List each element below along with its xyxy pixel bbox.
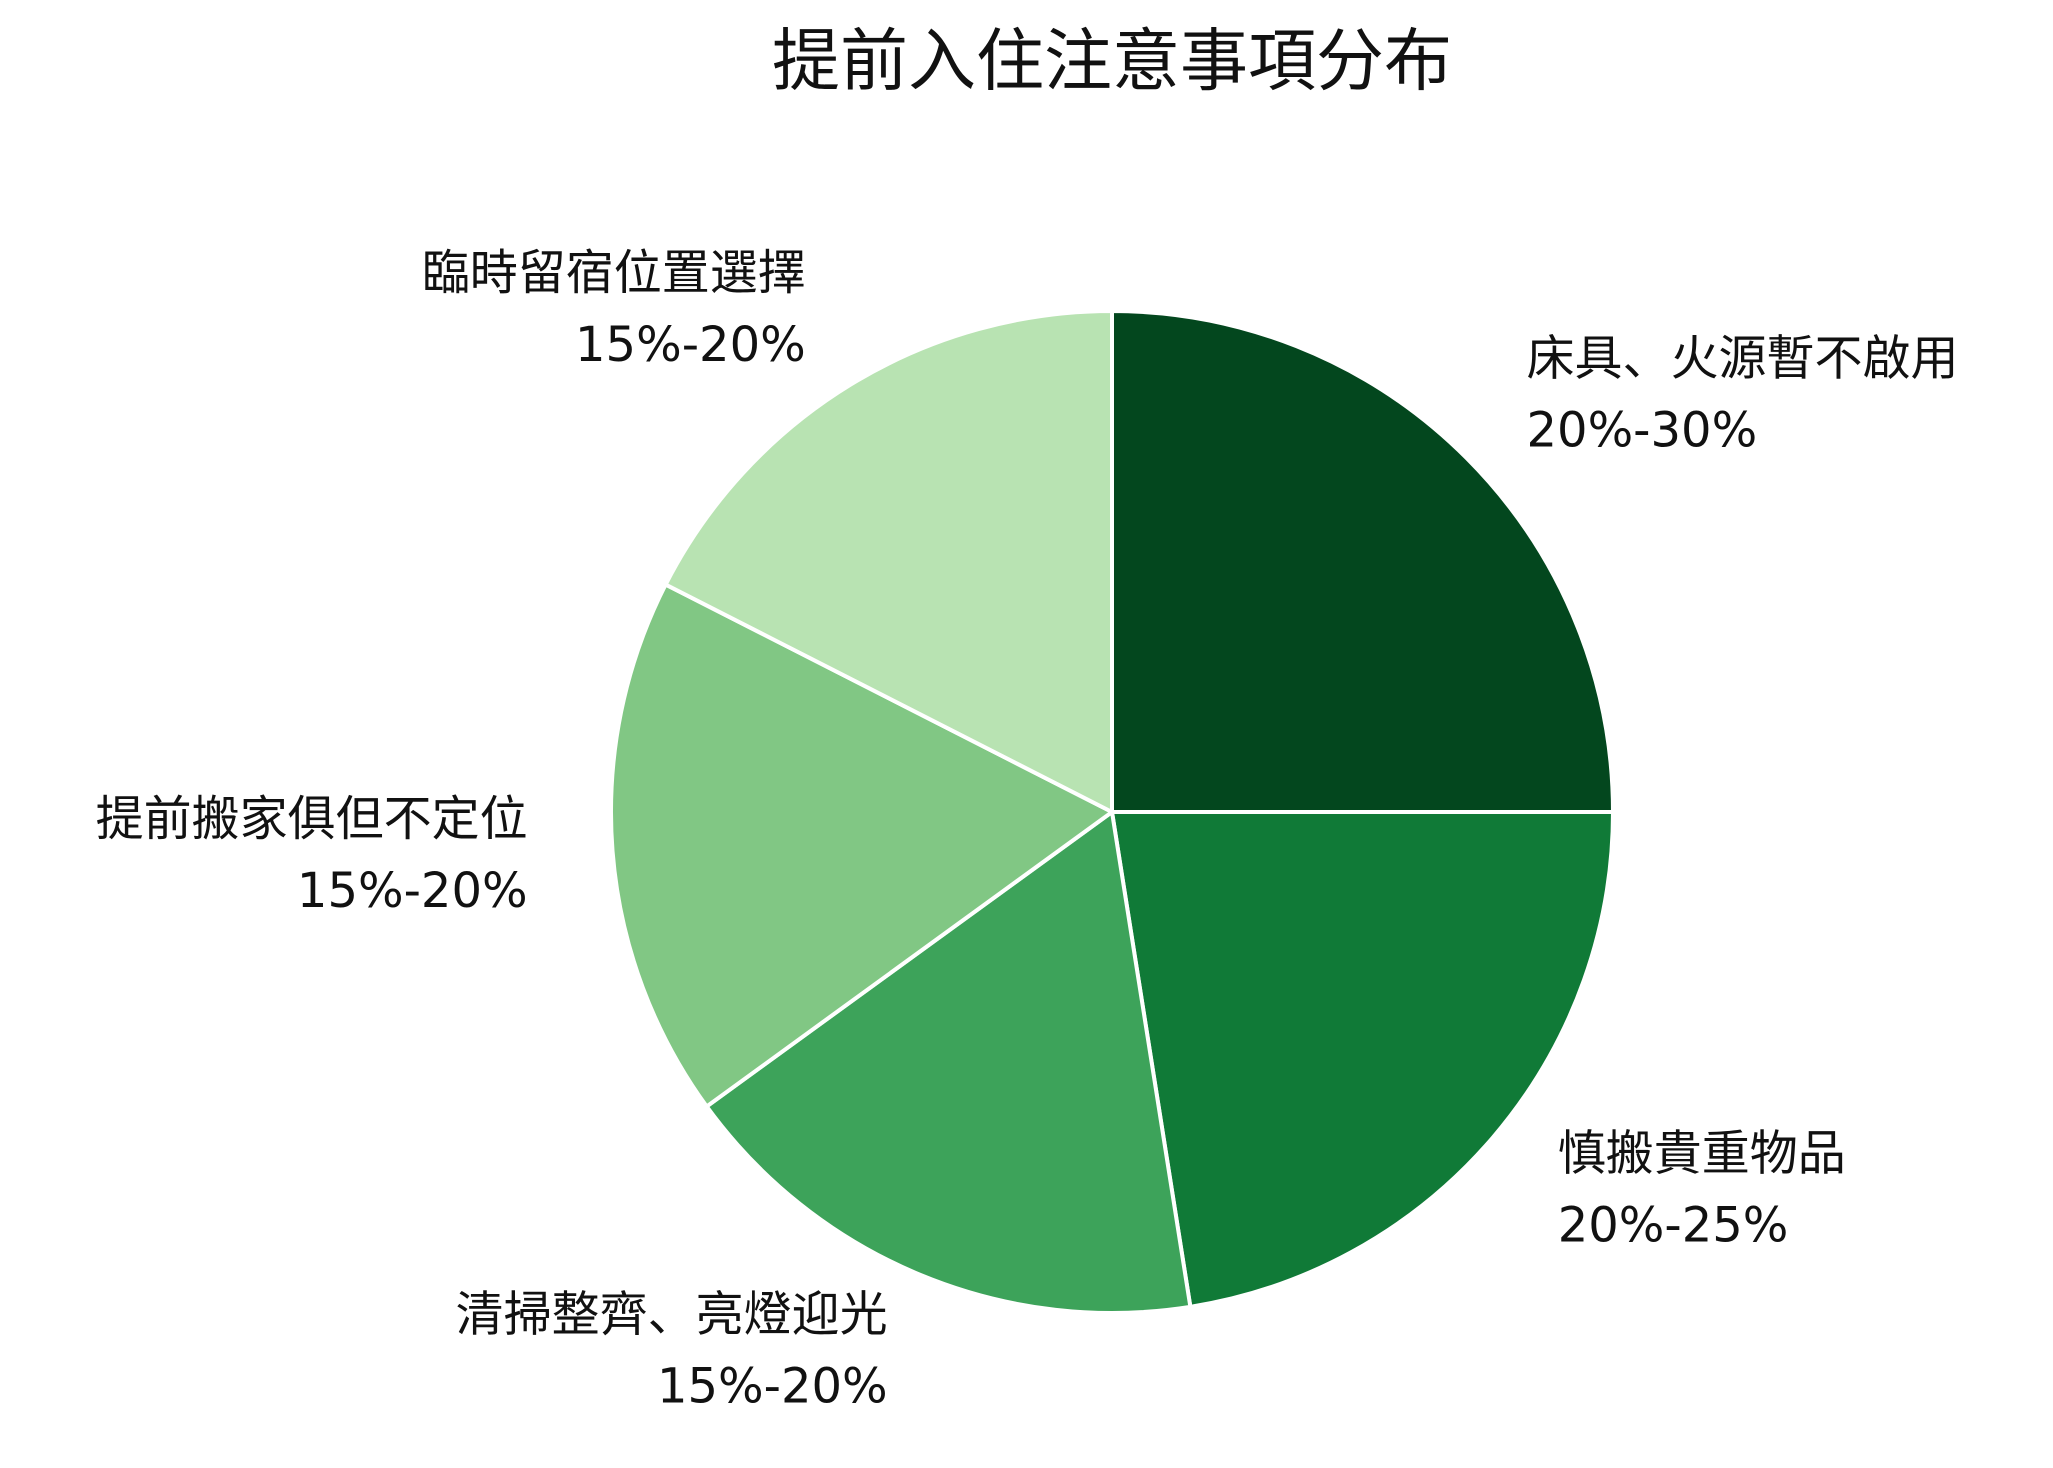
slice-value-label: 15%-20%: [657, 1359, 888, 1415]
slice-value-label: 20%-25%: [1558, 1198, 1789, 1254]
slice-value-label: 15%-20%: [575, 317, 806, 373]
pie-slice: [1109, 810, 1616, 1310]
slice-label: 提前搬家俱但不定位: [96, 791, 528, 847]
slice-label: 床具、火源暫不啟用: [1526, 331, 1958, 387]
slice-value-label: 20%-30%: [1526, 403, 1757, 459]
pie-slice: [662, 308, 1114, 816]
slice-value-label: 15%-20%: [297, 863, 528, 919]
slice-label: 清掃整齊、亮燈迎光: [456, 1287, 888, 1343]
slice-label: 慎搬貴重物品: [1558, 1126, 1846, 1182]
pie-slice: [703, 808, 1193, 1315]
chart-title: 提前入住注意事項分布: [772, 23, 1452, 102]
pie-slice: [609, 581, 1116, 1110]
pie-slice: [1110, 308, 1616, 814]
slice-label: 臨時留宿位置選擇: [422, 245, 806, 301]
